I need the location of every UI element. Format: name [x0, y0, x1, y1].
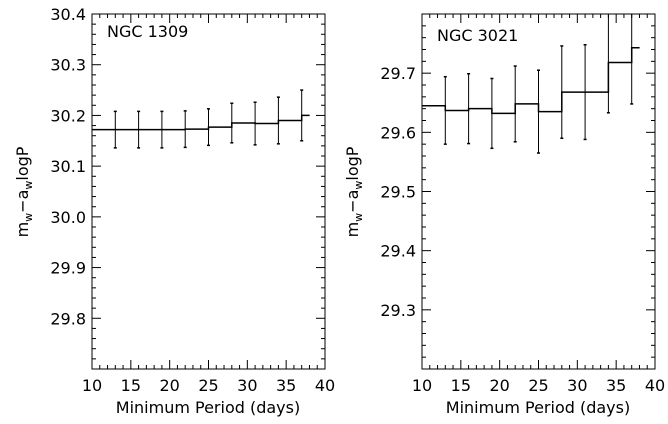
panel-title: NGC 1309: [107, 22, 188, 41]
x-tick-label: 30: [237, 376, 257, 395]
plot-frame: [421, 13, 656, 370]
y-tick-label: 29.9: [50, 259, 86, 278]
x-tick-label: 35: [606, 376, 626, 395]
y-tick-labels: 29.3 29.4 29.5 29.6 29.7: [380, 64, 416, 320]
y-label-m: m: [13, 222, 32, 238]
y-ticks: [422, 13, 655, 370]
step-line: [422, 46, 640, 115]
y-tick-label: 29.8: [50, 309, 86, 328]
y-label-m: m: [343, 222, 362, 238]
x-tick-label: 15: [451, 376, 471, 395]
x-tick-label: 40: [645, 376, 665, 395]
x-tick-label: 10: [412, 376, 432, 395]
y-tick-labels: 29.8 29.9 30.0 30.1 30.2 30.3 30.4: [50, 5, 86, 328]
x-ticks: [91, 14, 326, 369]
x-tick-label: 30: [567, 376, 587, 395]
x-tick-label: 25: [528, 376, 548, 395]
panel-title: NGC 3021: [437, 26, 518, 45]
x-tick-label: 35: [276, 376, 296, 395]
panel-ngc-1309: 10 15 20 25 30 35 40 29.8 29.9 30.0 30.1 30.2 30.3 3…: [13, 5, 335, 417]
x-tick-label: 20: [159, 376, 179, 395]
error-bars: [443, 14, 634, 154]
x-tick-label: 10: [82, 376, 102, 395]
x-tick-labels: 10 15 20 25 30 35 40: [82, 376, 335, 395]
y-tick-label: 29.5: [380, 183, 416, 202]
y-tick-label: 30.1: [50, 157, 86, 176]
y-tick-label: 30.0: [50, 208, 86, 227]
y-ticks: [92, 13, 325, 370]
y-axis-label: mw−awlogP: [343, 146, 365, 237]
step-line: [92, 114, 310, 131]
x-tick-label: 40: [315, 376, 335, 395]
x-axis-label: Minimum Period (days): [446, 398, 630, 417]
error-bars: [113, 89, 304, 149]
y-tick-label: 29.4: [380, 242, 416, 261]
y-label-minus-a: −a: [343, 190, 362, 213]
y-tick-label: 29.6: [380, 123, 416, 142]
y-tick-label: 30.2: [50, 106, 86, 125]
y-axis-label: mw−awlogP: [13, 146, 35, 237]
x-tick-labels: 10 15 20 25 30 35 40: [412, 376, 665, 395]
y-label-logp: logP: [13, 146, 32, 180]
y-label-sub-w2: w: [352, 181, 365, 190]
y-label-minus-a: −a: [13, 190, 32, 213]
y-tick-label: 29.3: [380, 301, 416, 320]
y-label-sub-w: w: [352, 213, 365, 222]
y-label-logp: logP: [343, 146, 362, 180]
y-label-sub-w2: w: [22, 181, 35, 190]
y-tick-label: 30.4: [50, 5, 86, 24]
y-tick-label: 30.3: [50, 56, 86, 75]
panel-ngc-3021: 10 15 20 25 30 35 40 29.3 29.4 29.5 29.6 29.7 NGC …: [343, 13, 665, 417]
y-label-sub-w: w: [22, 213, 35, 222]
x-tick-label: 15: [121, 376, 141, 395]
plot-frame: [91, 13, 326, 370]
x-axis-label: Minimum Period (days): [116, 398, 300, 417]
x-ticks: [421, 14, 656, 369]
y-tick-label: 29.7: [380, 64, 416, 83]
x-tick-label: 20: [489, 376, 509, 395]
x-tick-label: 25: [198, 376, 218, 395]
